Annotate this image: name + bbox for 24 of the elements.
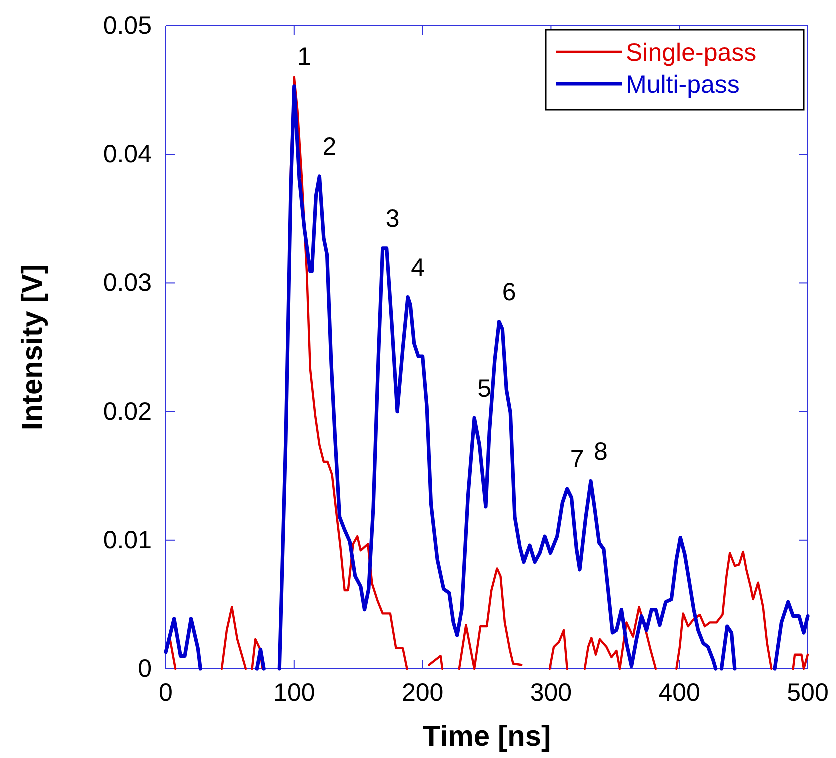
annotation: 6 bbox=[502, 278, 516, 307]
y-tick-label: 0.01 bbox=[103, 526, 152, 554]
x-tick-label: 500 bbox=[787, 678, 829, 707]
annotation: 8 bbox=[594, 438, 608, 466]
x-tick-label: 300 bbox=[530, 678, 572, 707]
annotation: 5 bbox=[478, 374, 492, 403]
annotation: 3 bbox=[386, 205, 400, 234]
x-tick-label: 200 bbox=[402, 678, 444, 707]
y-tick-label: 0.02 bbox=[103, 398, 152, 426]
legend-label: Multi-pass bbox=[626, 70, 740, 99]
annotation: 2 bbox=[322, 133, 337, 162]
x-tick-label: 400 bbox=[658, 678, 700, 707]
y-axis-title: Intensity [V] bbox=[17, 264, 49, 430]
x-tick-label: 0 bbox=[159, 678, 173, 707]
y-tick-label: 0.04 bbox=[103, 140, 152, 169]
x-tick-label: 100 bbox=[274, 678, 316, 707]
annotation: 7 bbox=[570, 446, 584, 474]
legend-label: Single-pass bbox=[626, 38, 757, 67]
annotation: 4 bbox=[411, 254, 426, 282]
y-tick-label: 0.05 bbox=[103, 12, 152, 40]
y-tick-label: 0.03 bbox=[103, 269, 152, 298]
y-tick-label: 0 bbox=[138, 655, 152, 683]
x-axis-title: Time [ns] bbox=[422, 721, 552, 753]
annotation: 1 bbox=[297, 43, 312, 72]
